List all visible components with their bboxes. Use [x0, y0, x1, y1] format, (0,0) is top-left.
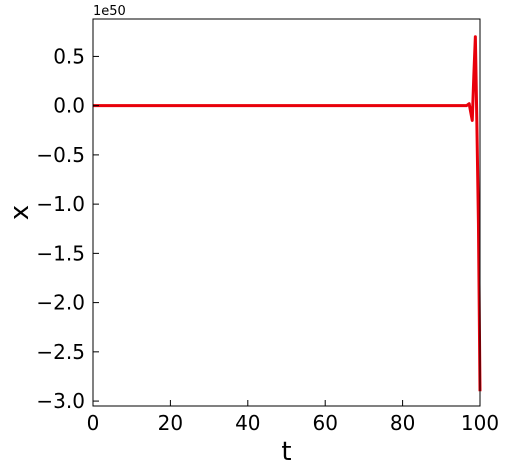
y-tick-label: −0.5	[36, 143, 85, 167]
plot-area	[92, 18, 481, 407]
y-offset-label: 1e50	[93, 4, 126, 19]
plot-frame	[92, 18, 481, 407]
x-tick-label: 100	[461, 411, 499, 435]
x-axis-label: t	[281, 437, 291, 467]
series-line-0	[93, 35, 482, 392]
y-tick-label: −2.5	[36, 340, 85, 364]
x-tick-label: 40	[235, 411, 260, 435]
y-axis-label: x	[5, 205, 35, 220]
y-tick-label: −2.0	[36, 291, 85, 315]
y-tick-label: 0.5	[53, 44, 85, 68]
y-tick-label: −1.0	[36, 192, 85, 216]
x-tick-label: 60	[312, 411, 337, 435]
y-tick-label: −3.0	[36, 389, 85, 413]
y-tick-label: −1.5	[36, 241, 85, 265]
x-tick-label: 0	[87, 411, 100, 435]
y-tick-label: 0.0	[53, 94, 85, 118]
x-tick-label: 20	[158, 411, 183, 435]
x-tick-label: 80	[390, 411, 415, 435]
